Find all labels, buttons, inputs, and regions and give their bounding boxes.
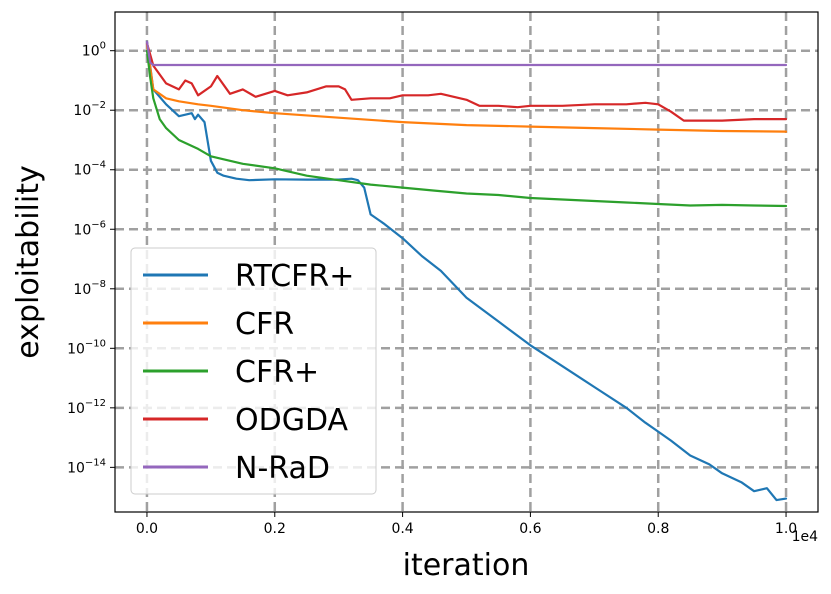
y-tick-label: 10−10 (67, 338, 106, 357)
series-line-n-rad (145, 40, 788, 67)
series-line-rtcfr (145, 40, 788, 502)
x-tick-label: 1.0 (775, 521, 797, 537)
legend-label-cfr: CFR+ (235, 355, 319, 390)
x-tick-label: 0.0 (136, 521, 158, 537)
x-tick-label: 0.2 (264, 521, 286, 537)
legend-box (130, 247, 377, 495)
legend-label-odgda: ODGDA (235, 403, 349, 438)
y-tick-label: 10−2 (73, 100, 106, 119)
y-tick-label: 10−4 (73, 160, 106, 179)
y-tick-label: 10−12 (67, 398, 106, 417)
series-line-cfr (145, 49, 788, 208)
legend-label-rtcfr: RTCFR+ (235, 259, 354, 294)
y-tick-label: 10−6 (73, 219, 106, 238)
y-tick-label: 10−14 (67, 457, 106, 476)
x-tick-label: 0.4 (391, 521, 413, 537)
axis-ticks: 0.0 0.2 0.4 0.6 0.8 1.0 100 10−2 10−4 10−6 10−8 10−… (67, 41, 797, 537)
y-tick-label: 100 (82, 41, 106, 60)
legend-label-n-rad: N-RaD (235, 451, 330, 486)
series-line-odgda (145, 42, 788, 122)
plot-frame (114, 11, 819, 513)
y-axis-title: exploitability (11, 165, 46, 358)
series-line-cfr (145, 43, 788, 133)
y-tick-label: 10−8 (73, 279, 106, 298)
legend-label-cfr: CFR (235, 307, 294, 342)
x-tick-label: 0.8 (647, 521, 669, 537)
x-axis-title: iteration (403, 548, 530, 583)
x-axis-offset-label: 1e4 (792, 529, 819, 545)
x-tick-label: 0.6 (519, 521, 541, 537)
series-lines (145, 40, 788, 502)
legend: RTCFR+ CFR CFR+ ODGDA N-RaD (130, 247, 377, 495)
